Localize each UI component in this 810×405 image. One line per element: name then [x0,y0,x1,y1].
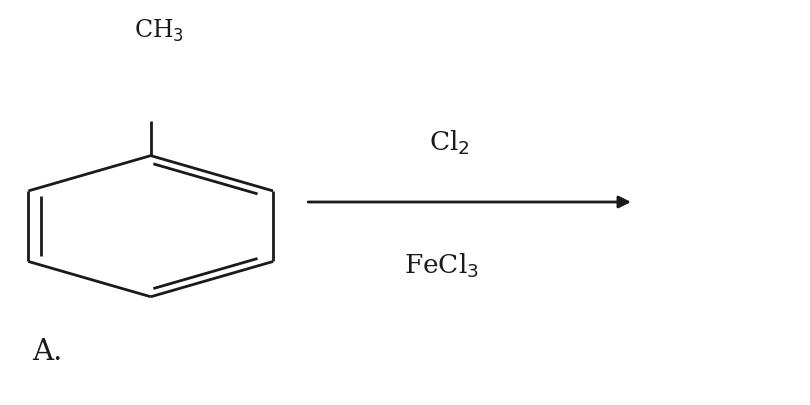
Text: A.: A. [32,337,62,365]
Text: Cl$_2$: Cl$_2$ [429,128,470,156]
Text: FeCl$_3$: FeCl$_3$ [404,251,479,279]
Text: CH$_3$: CH$_3$ [134,17,184,44]
